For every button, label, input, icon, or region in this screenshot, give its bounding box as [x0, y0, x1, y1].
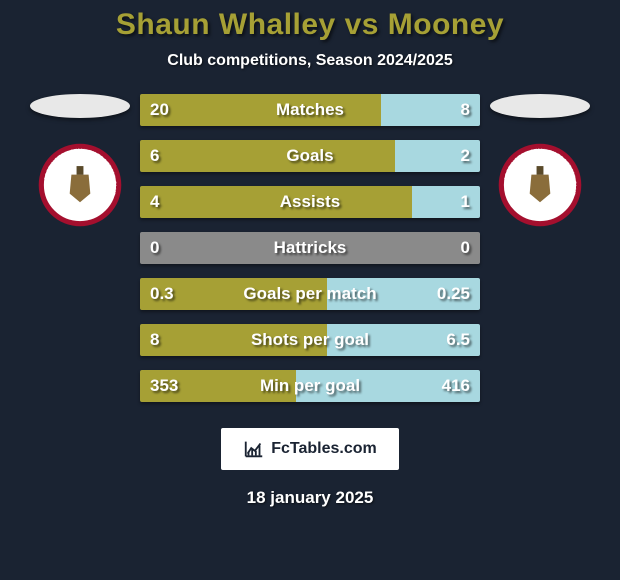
stat-bar: 353 Min per goal 416	[140, 370, 480, 402]
bar-right-value: 1	[461, 192, 470, 212]
bar-right-value: 8	[461, 100, 470, 120]
stat-bar: 6 Goals 2	[140, 140, 480, 172]
bar-right-value: 0.25	[437, 284, 470, 304]
right-player-crest: ACCRINGTON STANLEY FOOTBALL CLUB	[497, 142, 583, 228]
main-row: ACCRINGTON STANLEY FOOTBALL CLUB 20Match…	[0, 94, 620, 402]
bar-left-value: 0.3	[150, 284, 174, 304]
bar-label: Shots per goal	[251, 330, 369, 350]
bar-right-value: 416	[442, 376, 470, 396]
bar-left-segment	[140, 140, 395, 172]
left-player-crest: ACCRINGTON STANLEY FOOTBALL CLUB	[37, 142, 123, 228]
stat-bar: 0.3 Goals per match 0.25	[140, 278, 480, 310]
stat-bar: 0 Hattricks 0	[140, 232, 480, 264]
left-player-col: ACCRINGTON STANLEY FOOTBALL CLUB	[30, 94, 130, 228]
bar-left-value: 6	[150, 146, 159, 166]
bar-label: Min per goal	[260, 376, 360, 396]
bar-left-segment	[140, 94, 381, 126]
date-text: 18 january 2025	[247, 488, 374, 508]
crest-crown	[537, 166, 544, 175]
bar-left-value: 8	[150, 330, 159, 350]
bar-label: Assists	[280, 192, 340, 212]
bar-label: Goals	[286, 146, 333, 166]
bar-label: Matches	[276, 100, 344, 120]
page-title: Shaun Whalley vs Mooney	[116, 8, 504, 42]
bar-right-value: 2	[461, 146, 470, 166]
crest-crown	[77, 166, 84, 175]
brand-badge: FcTables.com	[221, 428, 399, 470]
bar-left-segment	[140, 186, 412, 218]
infographic-container: Shaun Whalley vs Mooney Club competition…	[0, 0, 620, 580]
bar-right-value: 6.5	[446, 330, 470, 350]
stat-bar: 8 Shots per goal 6.5	[140, 324, 480, 356]
left-player-ellipse	[30, 94, 130, 118]
bar-label: Hattricks	[274, 238, 347, 258]
bar-right-value: 0	[461, 238, 470, 258]
right-player-ellipse	[490, 94, 590, 118]
brand-text: FcTables.com	[271, 440, 377, 458]
footer: FcTables.com 18 january 2025	[221, 428, 399, 508]
subtitle: Club competitions, Season 2024/2025	[167, 52, 452, 70]
bar-left-value: 20	[150, 100, 169, 120]
right-player-col: ACCRINGTON STANLEY FOOTBALL CLUB	[490, 94, 590, 228]
stat-bar: 4 Assists 1	[140, 186, 480, 218]
bar-label: Goals per match	[243, 284, 376, 304]
bar-left-value: 353	[150, 376, 178, 396]
stat-bar: 20 Matches 8	[140, 94, 480, 126]
bar-left-value: 0	[150, 238, 159, 258]
stat-bars: 20 Matches 8 6 Goals 2 4 Assists 1 0 Hattricks 0 0.3…	[140, 94, 480, 402]
bar-left-value: 4	[150, 192, 159, 212]
chart-icon	[243, 438, 265, 460]
